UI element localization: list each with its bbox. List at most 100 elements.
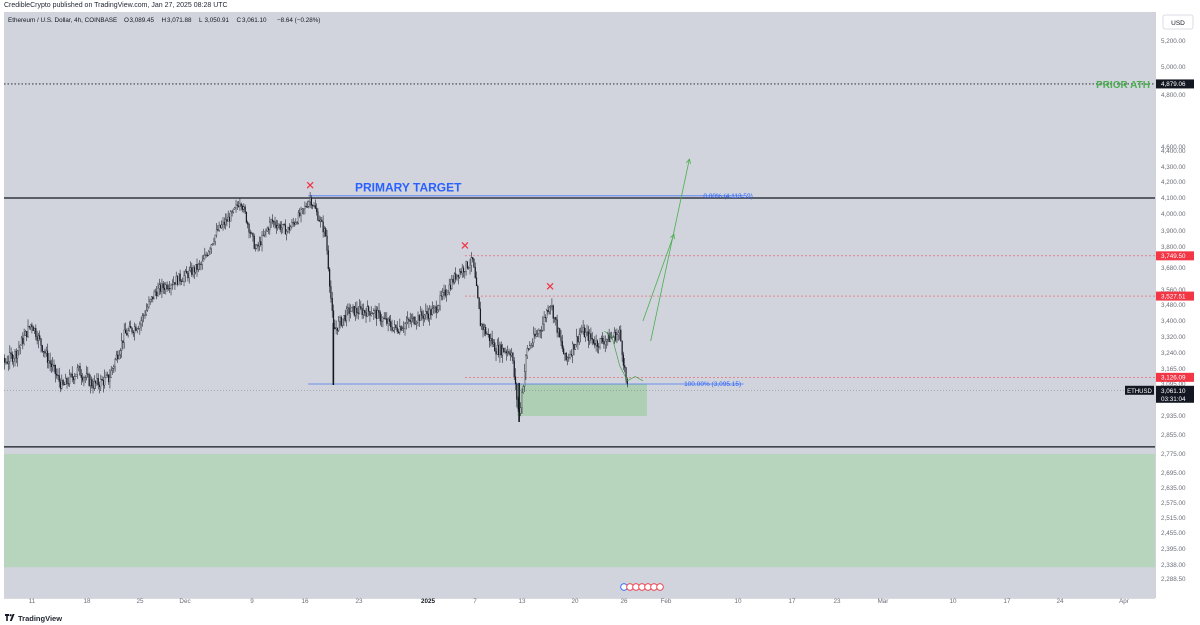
candle-body: [371, 313, 374, 315]
candle-body: [5, 361, 7, 363]
fib-top-label: 0.00% (4,113.59): [703, 193, 752, 200]
candle-body: [314, 205, 316, 209]
candle-body: [573, 343, 575, 350]
candle-body: [61, 380, 63, 389]
price-tick: 3,900.00: [1161, 228, 1186, 235]
candle-body: [401, 328, 404, 331]
candle-body: [384, 318, 387, 320]
candle-body: [139, 323, 141, 329]
candle-body: [79, 365, 81, 376]
candle-body: [508, 351, 510, 354]
candle-body: [563, 348, 565, 355]
candle-body: [37, 335, 40, 341]
price-tick: 3,095.00: [1161, 381, 1186, 388]
candle-body: [223, 221, 225, 225]
candle-body: [228, 216, 231, 222]
candle-body: [481, 324, 483, 327]
candle-body: [542, 323, 544, 331]
candle-body: [444, 289, 446, 296]
candle-body: [414, 323, 417, 325]
demand-zone: [4, 454, 1155, 568]
candle-body: [304, 205, 306, 209]
candle-body: [171, 284, 173, 286]
candle-body: [578, 334, 580, 343]
candle-body: [214, 234, 216, 242]
candle-body: [295, 222, 297, 225]
candle-body: [266, 228, 268, 232]
candle-body: [36, 336, 38, 341]
price-tick: 3,320.00: [1161, 334, 1186, 341]
candle-body: [551, 305, 553, 307]
candle-body: [602, 338, 604, 342]
candle-body: [293, 222, 296, 225]
candle-body: [300, 209, 302, 216]
currency-button[interactable]: [1162, 14, 1194, 30]
candle-body: [556, 319, 558, 333]
candle-body: [19, 345, 21, 349]
price-tick: 2,515.00: [1161, 515, 1186, 522]
event-icons[interactable]: [620, 583, 664, 591]
candle-body: [260, 241, 262, 246]
projection-arrowhead-1: [670, 233, 675, 240]
price-tick: 2,338.00: [1161, 562, 1186, 569]
candle-body: [495, 351, 497, 355]
candle-body: [33, 328, 36, 331]
candle-body: [594, 343, 596, 346]
candle-body: [212, 243, 214, 245]
candle-body: [344, 315, 346, 321]
candle-body: [150, 296, 153, 300]
candle-body: [609, 337, 612, 343]
candle-body: [143, 315, 145, 317]
candle-body: [243, 206, 245, 210]
time-tick: 17: [788, 598, 796, 605]
price-tick: 2,775.00: [1161, 451, 1186, 458]
candle-body: [115, 354, 118, 360]
candle-body: [457, 274, 459, 278]
candle-body: [412, 316, 414, 319]
candle-body: [273, 221, 275, 223]
candle-body: [244, 206, 246, 213]
candle-body: [511, 352, 513, 356]
candle-body: [512, 352, 514, 362]
candle-body: [342, 318, 344, 326]
event-icon[interactable]: [656, 583, 664, 591]
candle-body: [321, 219, 323, 222]
time-tick: 23: [355, 598, 363, 605]
candle-body: [443, 289, 445, 293]
candle-body: [195, 264, 197, 273]
candle-body: [394, 324, 396, 328]
candle-body: [418, 315, 420, 321]
candle-body: [109, 377, 111, 382]
candle-body: [296, 222, 298, 224]
candle-body: [323, 228, 326, 233]
candle-body: [135, 326, 137, 331]
price-chart[interactable]: PRIMARY TARGET PRIOR ATH 0.00% (4,113.59) 1…: [4, 12, 1195, 611]
candle-body: [88, 374, 90, 386]
candle-body: [370, 313, 372, 316]
candle-body: [39, 335, 41, 339]
candle-body: [43, 351, 45, 353]
candle-body: [557, 328, 560, 333]
candle-body: [569, 354, 571, 358]
candle-body: [579, 331, 582, 335]
candle-body: [297, 212, 300, 224]
x-mark-stroke: [461, 241, 469, 249]
candle-body: [553, 317, 556, 319]
candle-body: [87, 373, 89, 375]
candle-body: [552, 305, 554, 319]
candle-body: [102, 380, 105, 386]
candle-body: [72, 377, 75, 381]
candle-body: [365, 312, 367, 317]
candle-body: [570, 354, 573, 356]
candle-body: [30, 324, 32, 328]
candle-body: [598, 346, 600, 348]
footer: TradingView: [5, 612, 62, 624]
candle-body: [543, 317, 545, 325]
candle-body: [301, 208, 303, 210]
candle-body: [13, 358, 15, 362]
time-tick: 17: [1003, 598, 1011, 605]
candle-body: [269, 221, 271, 231]
candle-body: [144, 314, 146, 316]
chart-area[interactable]: PRIMARY TARGET PRIOR ATH 0.00% (4,113.59) 1…: [4, 12, 1195, 611]
candle-body: [265, 230, 267, 232]
